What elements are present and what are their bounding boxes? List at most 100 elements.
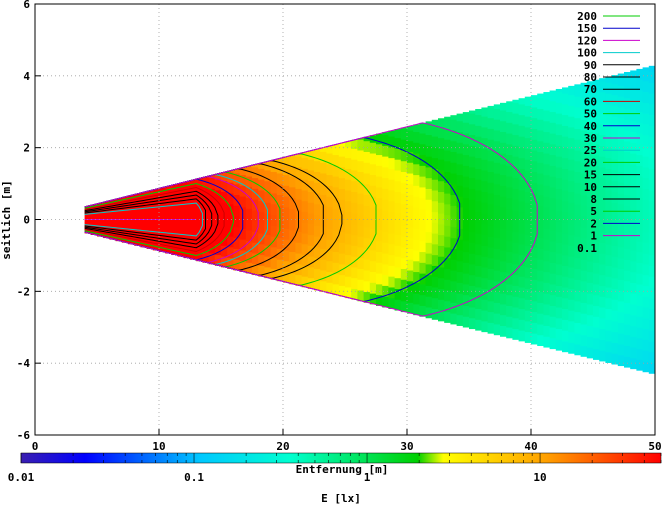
field-cell xyxy=(314,171,321,183)
field-cell xyxy=(419,208,427,220)
field-cell xyxy=(648,340,655,353)
field-cell xyxy=(512,274,520,286)
field-cell xyxy=(493,104,501,109)
field-cell xyxy=(524,126,532,139)
field-cell xyxy=(388,232,396,245)
field-cell xyxy=(338,177,346,189)
field-cell xyxy=(593,176,600,188)
field-cell xyxy=(574,203,582,216)
field-cell xyxy=(599,296,606,308)
field-cell xyxy=(568,202,575,214)
field-cell xyxy=(642,69,650,82)
field-cell xyxy=(444,236,451,248)
field-cell xyxy=(605,211,613,223)
field-cell xyxy=(190,248,197,260)
field-cell xyxy=(351,169,358,182)
field-cell xyxy=(450,291,458,303)
field-cell xyxy=(636,197,644,210)
field-cell xyxy=(574,279,582,291)
field-cell xyxy=(549,186,557,199)
field-cell xyxy=(270,160,278,172)
colorbar-ticks: 0.01 0.1 1 10 xyxy=(8,453,662,484)
field-cell xyxy=(469,123,476,136)
field-cell xyxy=(276,269,284,282)
field-cell xyxy=(332,165,340,177)
field-cell xyxy=(431,308,439,320)
field-cell xyxy=(642,156,650,168)
colorbar-label: E [lx] xyxy=(321,492,361,505)
field-cell xyxy=(642,113,650,125)
field-cell xyxy=(400,128,408,140)
field-cell xyxy=(636,240,644,253)
field-cell xyxy=(469,177,476,189)
field-cell xyxy=(307,277,315,289)
field-cell xyxy=(506,251,513,263)
field-cell xyxy=(537,93,544,99)
field-cell xyxy=(580,173,588,185)
field-cell xyxy=(586,120,594,133)
field-cell xyxy=(506,229,513,242)
field-cell xyxy=(134,193,141,203)
field-cell xyxy=(543,293,551,305)
field-cell xyxy=(407,183,414,196)
field-cell xyxy=(295,166,303,179)
field-cell xyxy=(642,317,650,330)
field-cell xyxy=(506,197,513,209)
colorbar xyxy=(20,452,662,464)
field-cell xyxy=(332,144,340,156)
field-cell xyxy=(593,100,600,113)
field-cell xyxy=(562,200,569,213)
field-cell xyxy=(283,206,290,219)
field-cell xyxy=(363,151,371,163)
field-cell xyxy=(462,122,470,134)
field-cell xyxy=(394,245,402,257)
field-cell xyxy=(481,126,489,139)
field-cell xyxy=(252,164,259,168)
field-cell xyxy=(648,71,655,83)
field-cell xyxy=(276,183,284,196)
field-cell xyxy=(562,136,569,148)
field-cell xyxy=(555,220,563,233)
field-cell xyxy=(630,260,637,273)
field-cell xyxy=(605,103,613,116)
field-cell xyxy=(487,214,495,226)
field-cell xyxy=(555,253,563,265)
field-cell xyxy=(431,125,439,137)
field-cell xyxy=(574,225,582,237)
field-cell xyxy=(438,159,445,171)
field-cell xyxy=(531,128,538,140)
field-cell xyxy=(376,186,383,199)
field-cell xyxy=(400,192,408,205)
field-cell xyxy=(518,136,526,148)
field-cell xyxy=(593,229,600,242)
field-cell xyxy=(407,226,414,239)
field-cell xyxy=(487,246,495,259)
field-cell xyxy=(605,76,613,83)
field-cell xyxy=(593,251,600,263)
field-cell xyxy=(605,114,613,126)
field-cell xyxy=(413,271,420,283)
field-cell xyxy=(332,229,340,242)
field-cell xyxy=(630,314,637,327)
field-cell xyxy=(524,288,532,300)
field-cell xyxy=(642,145,650,157)
field-cell xyxy=(555,274,563,286)
field-cell xyxy=(636,165,644,177)
field-cell xyxy=(531,246,538,259)
field-cell xyxy=(599,91,606,103)
field-cell xyxy=(611,213,619,225)
field-cell xyxy=(549,326,557,339)
field-cell xyxy=(599,263,606,276)
field-cell xyxy=(444,149,451,162)
field-cell xyxy=(462,316,470,328)
field-cell xyxy=(475,297,482,310)
field-cell xyxy=(475,319,482,331)
field-cell xyxy=(357,182,365,194)
field-cell xyxy=(543,228,551,240)
field-cell xyxy=(450,259,458,271)
field-cell xyxy=(438,118,445,128)
field-cell xyxy=(252,231,259,243)
field-cell xyxy=(469,306,476,319)
field-cell xyxy=(400,257,408,269)
field-cell xyxy=(394,277,402,289)
